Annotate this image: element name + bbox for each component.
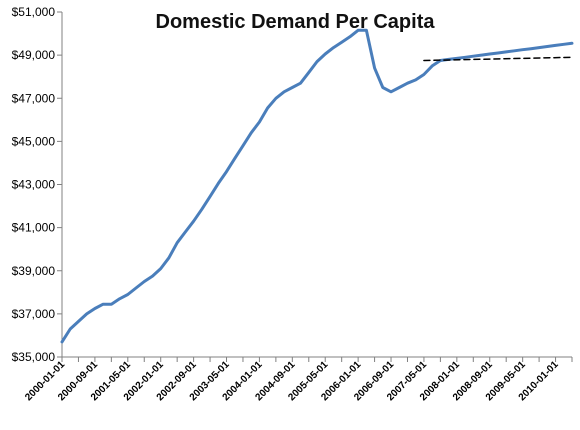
y-tick-label: $41,000	[12, 221, 56, 235]
demand-line-series	[60, 28, 574, 344]
y-tick-label: $37,000	[12, 307, 56, 321]
y-tick-label: $39,000	[12, 264, 56, 278]
series-layer	[60, 28, 574, 344]
y-axis-ticks: $35,000 $37,000 $39,000 $41,000 $43,000 $45,0…	[12, 5, 62, 364]
y-tick-label: $49,000	[12, 48, 56, 62]
chart-title: Domestic Demand Per Capita	[156, 11, 436, 33]
y-tick-label: $47,000	[12, 91, 56, 105]
y-tick-label: $45,000	[12, 134, 56, 148]
x-axis-ticks: 2000-01-012000-09-012001-05-012002-01-01…	[23, 357, 573, 403]
y-tick-label: $35,000	[12, 350, 56, 364]
trend-line-series	[423, 56, 573, 62]
y-tick-label: $51,000	[12, 5, 56, 19]
y-tick-label: $43,000	[12, 178, 56, 192]
